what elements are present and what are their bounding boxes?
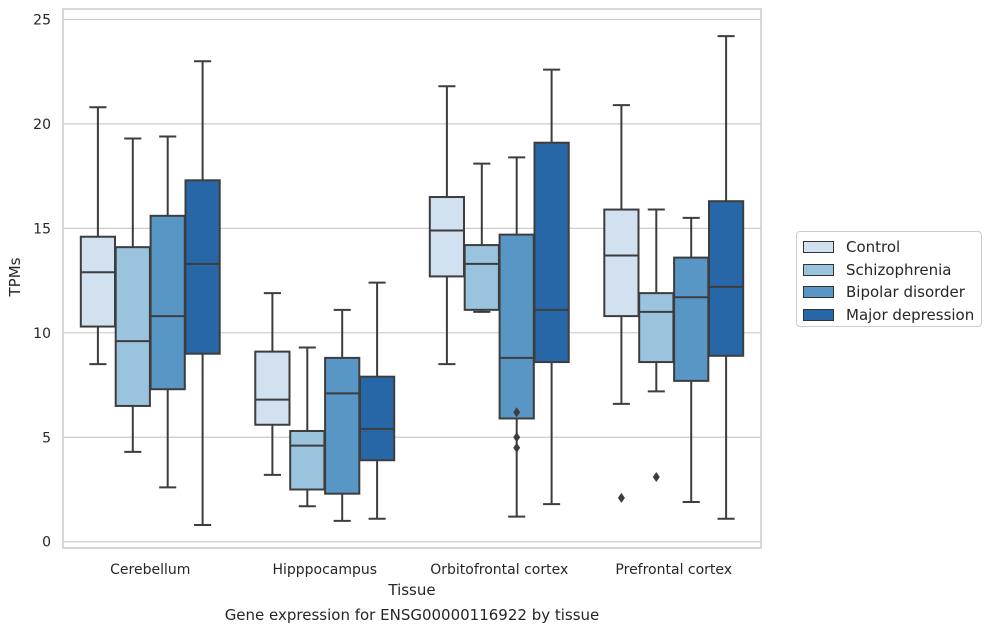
- box-bipolar-disorder-orbitofrontal-cortex: [498, 156, 535, 518]
- y-axis-label: TPMs: [6, 257, 24, 297]
- iqr-box-major-depression-hipppocampus: [358, 375, 396, 462]
- y-tick-label-0: 0: [42, 535, 51, 551]
- iqr-box-bipolar-disorder-orbitofrontal-cortex: [498, 233, 535, 420]
- iqr-box-schizophrenia-prefrontal-cortex: [638, 292, 675, 364]
- outlier-point-schizophrenia-prefrontal-cortex-0: [652, 471, 660, 482]
- box-bipolar-disorder-prefrontal-cortex: [673, 216, 710, 504]
- legend-swatch-control: [803, 241, 834, 254]
- outlier-point-control-prefrontal-cortex-0: [617, 492, 625, 503]
- iqr-box-schizophrenia-hipppocampus: [289, 430, 326, 491]
- box-schizophrenia-prefrontal-cortex: [638, 208, 675, 482]
- x-tick-labels: Cerebellum Hipppocampus Orbitofrontal cort…: [110, 562, 732, 578]
- plot-frame: [62, 8, 762, 549]
- box-major-depression-prefrontal-cortex: [707, 35, 745, 520]
- iqr-box-control-prefrontal-cortex: [603, 208, 640, 318]
- x-tick-label-hipppocampus: Hipppocampus: [272, 562, 377, 578]
- iqr-box-schizophrenia-cerebellum: [114, 246, 151, 407]
- legend-item-schizophrenia: Schizophrenia: [803, 259, 981, 282]
- box-bipolar-disorder-hipppocampus: [324, 308, 361, 522]
- legend-swatch-bipolar-disorder: [803, 286, 834, 299]
- legend-item-major-depression: Major depression: [803, 304, 981, 327]
- y-tick-label-25: 25: [33, 12, 51, 28]
- box-major-depression-hipppocampus: [358, 281, 396, 520]
- figure-caption: Gene expression for ENSG00000116922 by t…: [224, 606, 600, 624]
- box-control-prefrontal-cortex: [603, 104, 640, 503]
- iqr-box-control-cerebellum: [79, 235, 117, 328]
- legend-label-schizophrenia: Schizophrenia: [846, 260, 952, 279]
- outlier-point-bipolar-disorder-orbitofrontal-cortex-2: [513, 442, 521, 453]
- outlier-point-bipolar-disorder-orbitofrontal-cortex-0: [513, 407, 521, 418]
- legend-item-control: Control: [803, 236, 981, 259]
- box-major-depression-cerebellum: [184, 60, 221, 527]
- x-tick-label-orbitofrontal-cortex: Orbitofrontal cortex: [430, 562, 568, 578]
- legend-label-bipolar-disorder: Bipolar disorder: [846, 283, 965, 302]
- outlier-point-bipolar-disorder-orbitofrontal-cortex-1: [513, 432, 521, 443]
- x-tick-label-prefrontal-cortex: Prefrontal cortex: [615, 562, 732, 578]
- y-tick-labels: 0 5 10 15 20 25: [33, 12, 51, 550]
- iqr-box-schizophrenia-orbitofrontal-cortex: [463, 244, 500, 311]
- x-axis-label: Tissue: [387, 581, 435, 599]
- x-tick-label-cerebellum: Cerebellum: [110, 562, 190, 578]
- box-schizophrenia-orbitofrontal-cortex: [463, 162, 500, 313]
- iqr-box-bipolar-disorder-hipppocampus: [324, 356, 361, 495]
- box-series-layer: [79, 35, 745, 527]
- legend-swatch-schizophrenia: [803, 263, 834, 276]
- iqr-box-major-depression-cerebellum: [184, 179, 221, 355]
- legend-item-bipolar-disorder: Bipolar disorder: [803, 281, 981, 304]
- box-bipolar-disorder-cerebellum: [149, 135, 186, 489]
- iqr-box-major-depression-orbitofrontal-cortex: [533, 141, 570, 364]
- box-schizophrenia-cerebellum: [114, 137, 151, 453]
- iqr-box-bipolar-disorder-prefrontal-cortex: [673, 256, 710, 382]
- box-schizophrenia-hipppocampus: [289, 346, 326, 508]
- legend-label-control: Control: [846, 238, 901, 257]
- box-control-orbitofrontal-cortex: [428, 85, 466, 366]
- iqr-box-control-hipppocampus: [254, 350, 291, 426]
- iqr-box-bipolar-disorder-cerebellum: [149, 214, 186, 391]
- y-tick-label-10: 10: [33, 326, 51, 342]
- box-control-cerebellum: [79, 106, 117, 366]
- legend-swatch-major-depression: [803, 308, 834, 321]
- box-control-hipppocampus: [254, 292, 291, 476]
- box-major-depression-orbitofrontal-cortex: [533, 68, 570, 506]
- legend: Control Schizophrenia Bipolar disorder M…: [796, 231, 982, 327]
- y-tick-label-5: 5: [42, 430, 51, 446]
- iqr-box-major-depression-prefrontal-cortex: [707, 200, 745, 357]
- y-tick-label-20: 20: [33, 117, 51, 133]
- iqr-box-control-orbitofrontal-cortex: [428, 196, 466, 278]
- legend-label-major-depression: Major depression: [846, 305, 975, 324]
- y-tick-label-15: 15: [33, 221, 51, 237]
